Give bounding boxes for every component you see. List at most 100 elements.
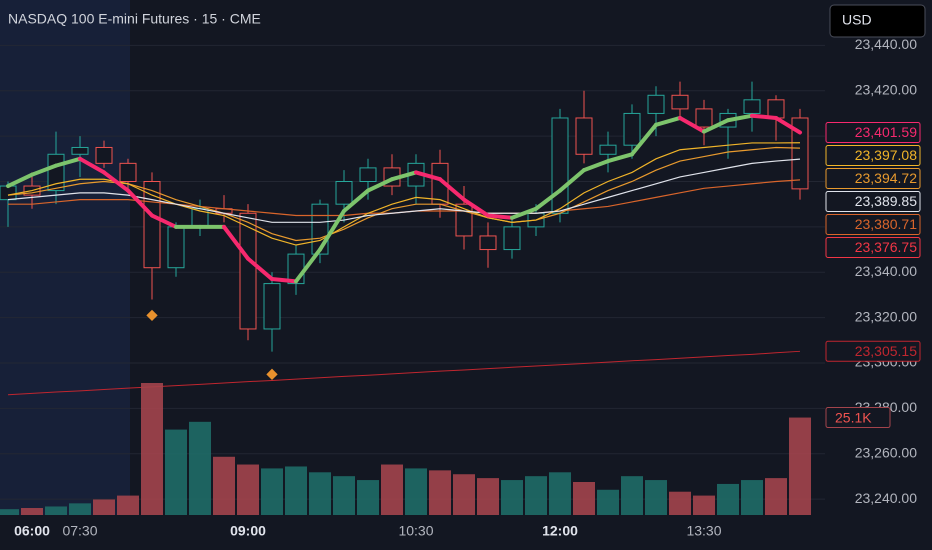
ma-segment: [222, 224, 250, 261]
candle-body: [359, 167, 377, 182]
ma-segment: [126, 188, 154, 218]
candle-body: [479, 235, 497, 251]
price-label: 23,305.15: [825, 340, 921, 362]
candle-body: [575, 117, 593, 155]
ma-line: [7, 350, 801, 396]
ma-segment: [438, 177, 466, 202]
candle-body: [263, 283, 281, 330]
ma-segment: [558, 168, 586, 193]
currency-button[interactable]: [829, 4, 926, 38]
y-tick-label: 23,260.00: [855, 444, 917, 460]
ma-segment: [246, 256, 274, 282]
volume-label-box: [825, 407, 891, 429]
ma-segment: [654, 115, 682, 127]
ma-segment: [534, 188, 562, 211]
x-tick-label: 12:00: [542, 523, 578, 539]
candle-body: [335, 180, 353, 205]
price-label: 23,380.71: [825, 214, 921, 236]
price-label-text: 23,389.85: [855, 193, 917, 209]
volume-bar: [69, 503, 91, 515]
price-label: 23,389.85: [825, 191, 921, 213]
volume-bar: [165, 429, 187, 515]
ma-segment: [150, 213, 178, 229]
volume-bar: [141, 383, 163, 515]
volume-bar: [213, 456, 235, 515]
price-label: 23,376.75: [825, 237, 921, 259]
ma-segment: [366, 177, 394, 193]
ma-segment: [6, 172, 34, 189]
price-label-text: 23,394.72: [855, 170, 917, 186]
price-label-box: [825, 214, 921, 236]
x-tick-label: 07:30: [62, 523, 97, 539]
candle-body: [647, 94, 665, 114]
candle-body: [671, 94, 689, 110]
candle-body: [503, 226, 521, 251]
ma-segment: [78, 156, 106, 175]
ma-segment: [390, 170, 418, 182]
y-tick-label: 23,440.00: [855, 36, 917, 52]
y-tick-label: 23,420.00: [855, 81, 917, 97]
volume-bar: [429, 470, 451, 515]
ma-segment: [462, 197, 490, 218]
plot: 23,240.0023,260.0023,280.0023,300.0023,3…: [0, 36, 921, 539]
price-label-text: 23,397.08: [855, 147, 917, 163]
ma-segment: [702, 118, 730, 134]
ma-segment: [414, 170, 442, 182]
price-label-box: [825, 168, 921, 190]
ma-segment: [726, 113, 754, 123]
price-label-box: [825, 145, 921, 167]
volume-bar: [789, 417, 811, 515]
volume-bar: [597, 489, 619, 515]
candle-body: [71, 146, 89, 155]
price-label-box: [825, 191, 921, 213]
ma-segment: [750, 113, 778, 120]
volume-bar: [693, 495, 715, 515]
ma-segment: [30, 163, 58, 177]
ma-segment: [342, 188, 370, 213]
volume-bar: [573, 482, 595, 515]
volume-bar: [525, 476, 547, 515]
candle-body: [743, 99, 761, 114]
price-label: 23,397.08: [825, 145, 921, 167]
price-label-text: 23,305.15: [855, 343, 917, 359]
volume-bar: [501, 480, 523, 515]
y-tick-label: 23,340.00: [855, 263, 917, 279]
price-label-box: [825, 340, 921, 362]
candle-body: [95, 146, 113, 164]
volume-bar: [741, 480, 763, 515]
candle-body: [551, 117, 569, 214]
volume-bar: [405, 468, 427, 515]
x-tick-label: 09:00: [230, 523, 266, 539]
volume-bar: [621, 476, 643, 515]
ma-segment: [294, 247, 322, 284]
currency-button-label[interactable]: USD: [842, 12, 872, 28]
candle-body: [239, 212, 257, 330]
ma-segment: [630, 122, 658, 157]
volume-bar: [309, 472, 331, 515]
ma-line: [7, 142, 801, 246]
ma-segment: [774, 115, 802, 135]
ma-segment: [54, 156, 82, 168]
ma-segment: [678, 115, 706, 134]
volume-bar: [237, 464, 259, 515]
volume-bar: [0, 509, 19, 515]
candle-body: [0, 185, 17, 201]
ma-line: [7, 146, 801, 242]
ma-segment: [582, 159, 610, 173]
candle-body: [791, 117, 809, 190]
price-label-text: 23,380.71: [855, 216, 917, 232]
ma-segment: [102, 170, 130, 193]
x-tick-label: 06:00: [14, 523, 50, 539]
x-tick-label: 13:30: [686, 523, 721, 539]
candle-body: [119, 162, 137, 182]
volume-bar: [381, 464, 403, 515]
volume-bar: [189, 421, 211, 515]
volume-bar: [285, 466, 307, 515]
ma-segment: [606, 152, 634, 164]
signal-marker: [146, 309, 158, 322]
volume-bar: [117, 495, 139, 515]
ma-line: [7, 158, 801, 223]
volume-bar: [453, 474, 475, 515]
